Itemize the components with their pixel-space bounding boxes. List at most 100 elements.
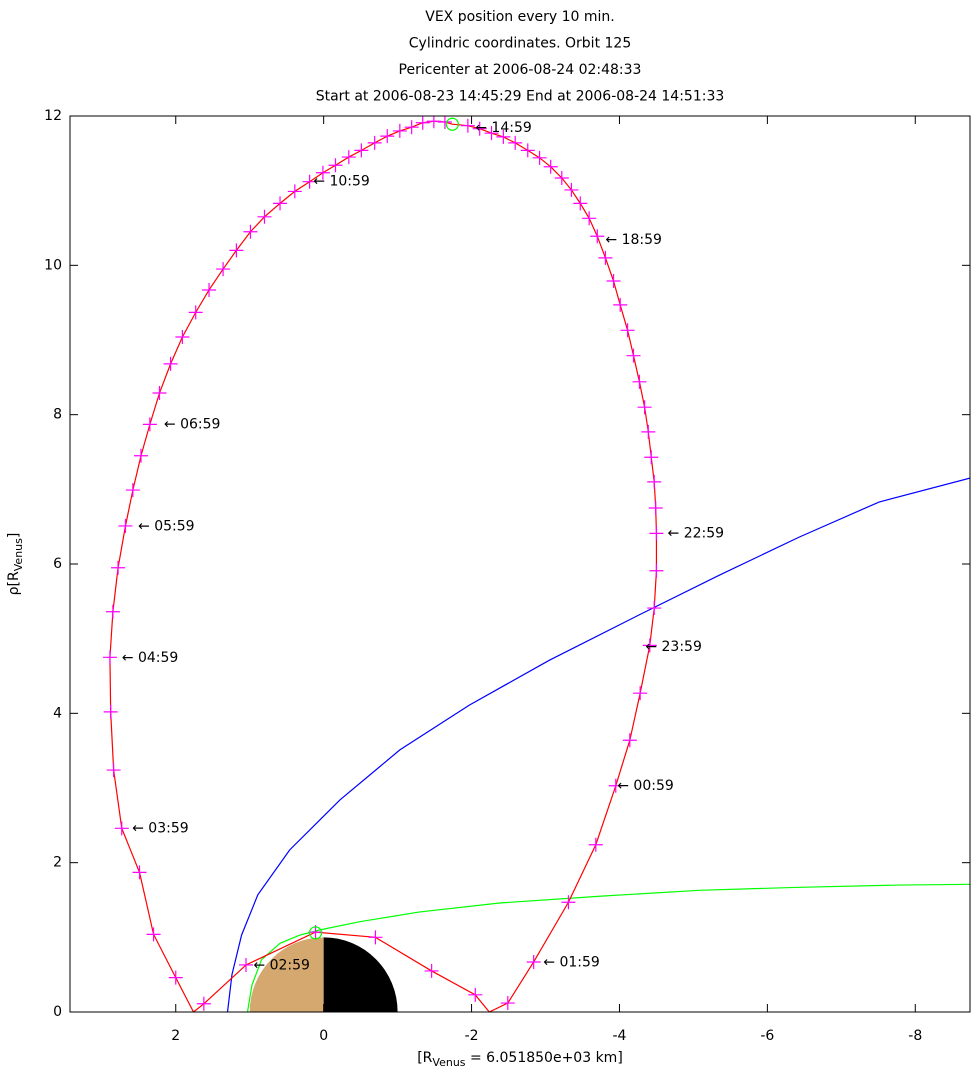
y-tick-label: 10 — [44, 257, 62, 273]
position-circle — [445, 117, 459, 131]
x-label-sub: Venus — [432, 1056, 465, 1069]
orbit-marker — [105, 604, 120, 619]
x-tick-label: -2 — [465, 1028, 479, 1044]
x-tick-label: 2 — [171, 1028, 180, 1044]
x-tick-label: -6 — [760, 1028, 774, 1044]
orbit-marker — [598, 250, 613, 265]
time-annotation: ← 00:59 — [617, 778, 674, 794]
orbit-marker — [392, 123, 407, 138]
orbit-marker — [608, 778, 623, 793]
time-annotation: ← 22:59 — [668, 525, 725, 541]
orbit-marker — [102, 650, 117, 665]
orbit-marker — [637, 400, 652, 415]
orbit-marker — [354, 143, 369, 158]
y-tick-label: 0 — [53, 1004, 62, 1020]
orbit-marker — [125, 483, 140, 498]
y-tick-label: 2 — [53, 855, 62, 871]
orbit-marker — [380, 129, 395, 144]
venus-night-side — [323, 937, 398, 1012]
time-annotation: ← 14:59 — [475, 120, 532, 136]
orbit-marker — [526, 954, 541, 969]
orbit-marker — [146, 927, 161, 942]
orbit-marker — [132, 865, 147, 880]
orbit-marker — [118, 518, 133, 533]
x-label-part: [R — [417, 1050, 432, 1066]
orbit-marker — [152, 386, 167, 401]
orbit-marker — [633, 686, 648, 701]
time-annotation: ← 23:59 — [645, 639, 702, 655]
orbit-marker — [573, 196, 588, 211]
chart-title: VEX position every 10 min. — [425, 9, 615, 25]
orbit-marker — [520, 143, 535, 158]
orbit-marker — [163, 356, 178, 371]
orbit-marker — [202, 282, 217, 297]
curve — [246, 883, 970, 1012]
orbit-marker — [239, 957, 254, 972]
time-annotation: ← 05:59 — [138, 519, 195, 535]
time-annotation: ← 04:59 — [122, 650, 179, 666]
orbit-marker — [437, 116, 452, 129]
orbit-marker — [472, 121, 487, 136]
orbit-marker — [606, 274, 621, 289]
orbit-marker — [257, 209, 272, 224]
orbit-marker — [175, 330, 190, 345]
y-tick-label: 6 — [53, 556, 62, 572]
orbit-marker — [620, 323, 635, 338]
time-annotation: ← 10:59 — [313, 174, 370, 190]
chart-title: Cylindric coordinates. Orbit 125 — [409, 36, 631, 52]
orbit-marker — [302, 174, 317, 189]
x-tick-label: -4 — [612, 1028, 626, 1044]
x-label-part: = 6.051850e+03 km] — [466, 1050, 623, 1066]
orbit-marker — [508, 135, 523, 150]
orbit-marker — [142, 417, 157, 432]
orbit-marker — [404, 120, 419, 135]
axes-frame — [69, 115, 971, 1013]
orbit-marker — [648, 501, 663, 515]
orbit-marker — [367, 135, 382, 150]
orbit-marker — [415, 116, 430, 130]
orbit-marker — [168, 970, 183, 985]
y-tick-label: 4 — [53, 705, 62, 721]
orbit-marker — [649, 563, 664, 578]
time-annotation: ← 06:59 — [164, 416, 221, 432]
time-annotation: ← 18:59 — [605, 232, 662, 248]
orbit-marker — [426, 116, 441, 129]
orbit-marker — [216, 262, 231, 277]
x-tick-label: 0 — [319, 1028, 328, 1044]
orbit-marker — [133, 448, 148, 463]
venus-day-side — [249, 937, 324, 1012]
x-axis-label: [RVenus = 6.051850e+03 km] — [417, 1050, 623, 1069]
orbit-marker — [341, 150, 356, 165]
orbit-marker — [644, 450, 659, 465]
orbit-marker — [243, 224, 258, 239]
orbit-marker — [613, 297, 628, 312]
orbit-marker — [582, 211, 597, 226]
y-label-sub: Venus — [12, 538, 25, 571]
orbit-marker — [188, 305, 203, 320]
orbit-marker — [622, 733, 637, 748]
orbit-marker — [468, 987, 483, 1002]
orbit-marker — [424, 963, 439, 978]
time-annotation: ← 02:59 — [253, 958, 310, 974]
orbit-marker — [229, 243, 244, 258]
orbit-marker — [496, 129, 511, 144]
y-label-part: ρ[R — [6, 571, 22, 595]
orbit-marker — [543, 159, 558, 174]
orbit-marker — [111, 560, 126, 575]
position-circle — [308, 926, 323, 940]
orbit-marker — [500, 996, 515, 1011]
curve — [109, 120, 658, 1012]
orbit-marker — [590, 229, 605, 244]
orbit-marker — [561, 895, 576, 910]
chart-title: Pericenter at 2006-08-24 02:48:33 — [399, 62, 642, 78]
orbit-marker — [484, 126, 499, 141]
orbit-marker — [315, 165, 330, 180]
orbit-marker — [564, 182, 579, 197]
orbit-marker — [632, 374, 647, 389]
orbit-marker — [554, 170, 569, 185]
orbit-marker — [196, 996, 211, 1011]
y-tick-label: 12 — [44, 108, 62, 124]
orbit-marker — [368, 930, 383, 945]
